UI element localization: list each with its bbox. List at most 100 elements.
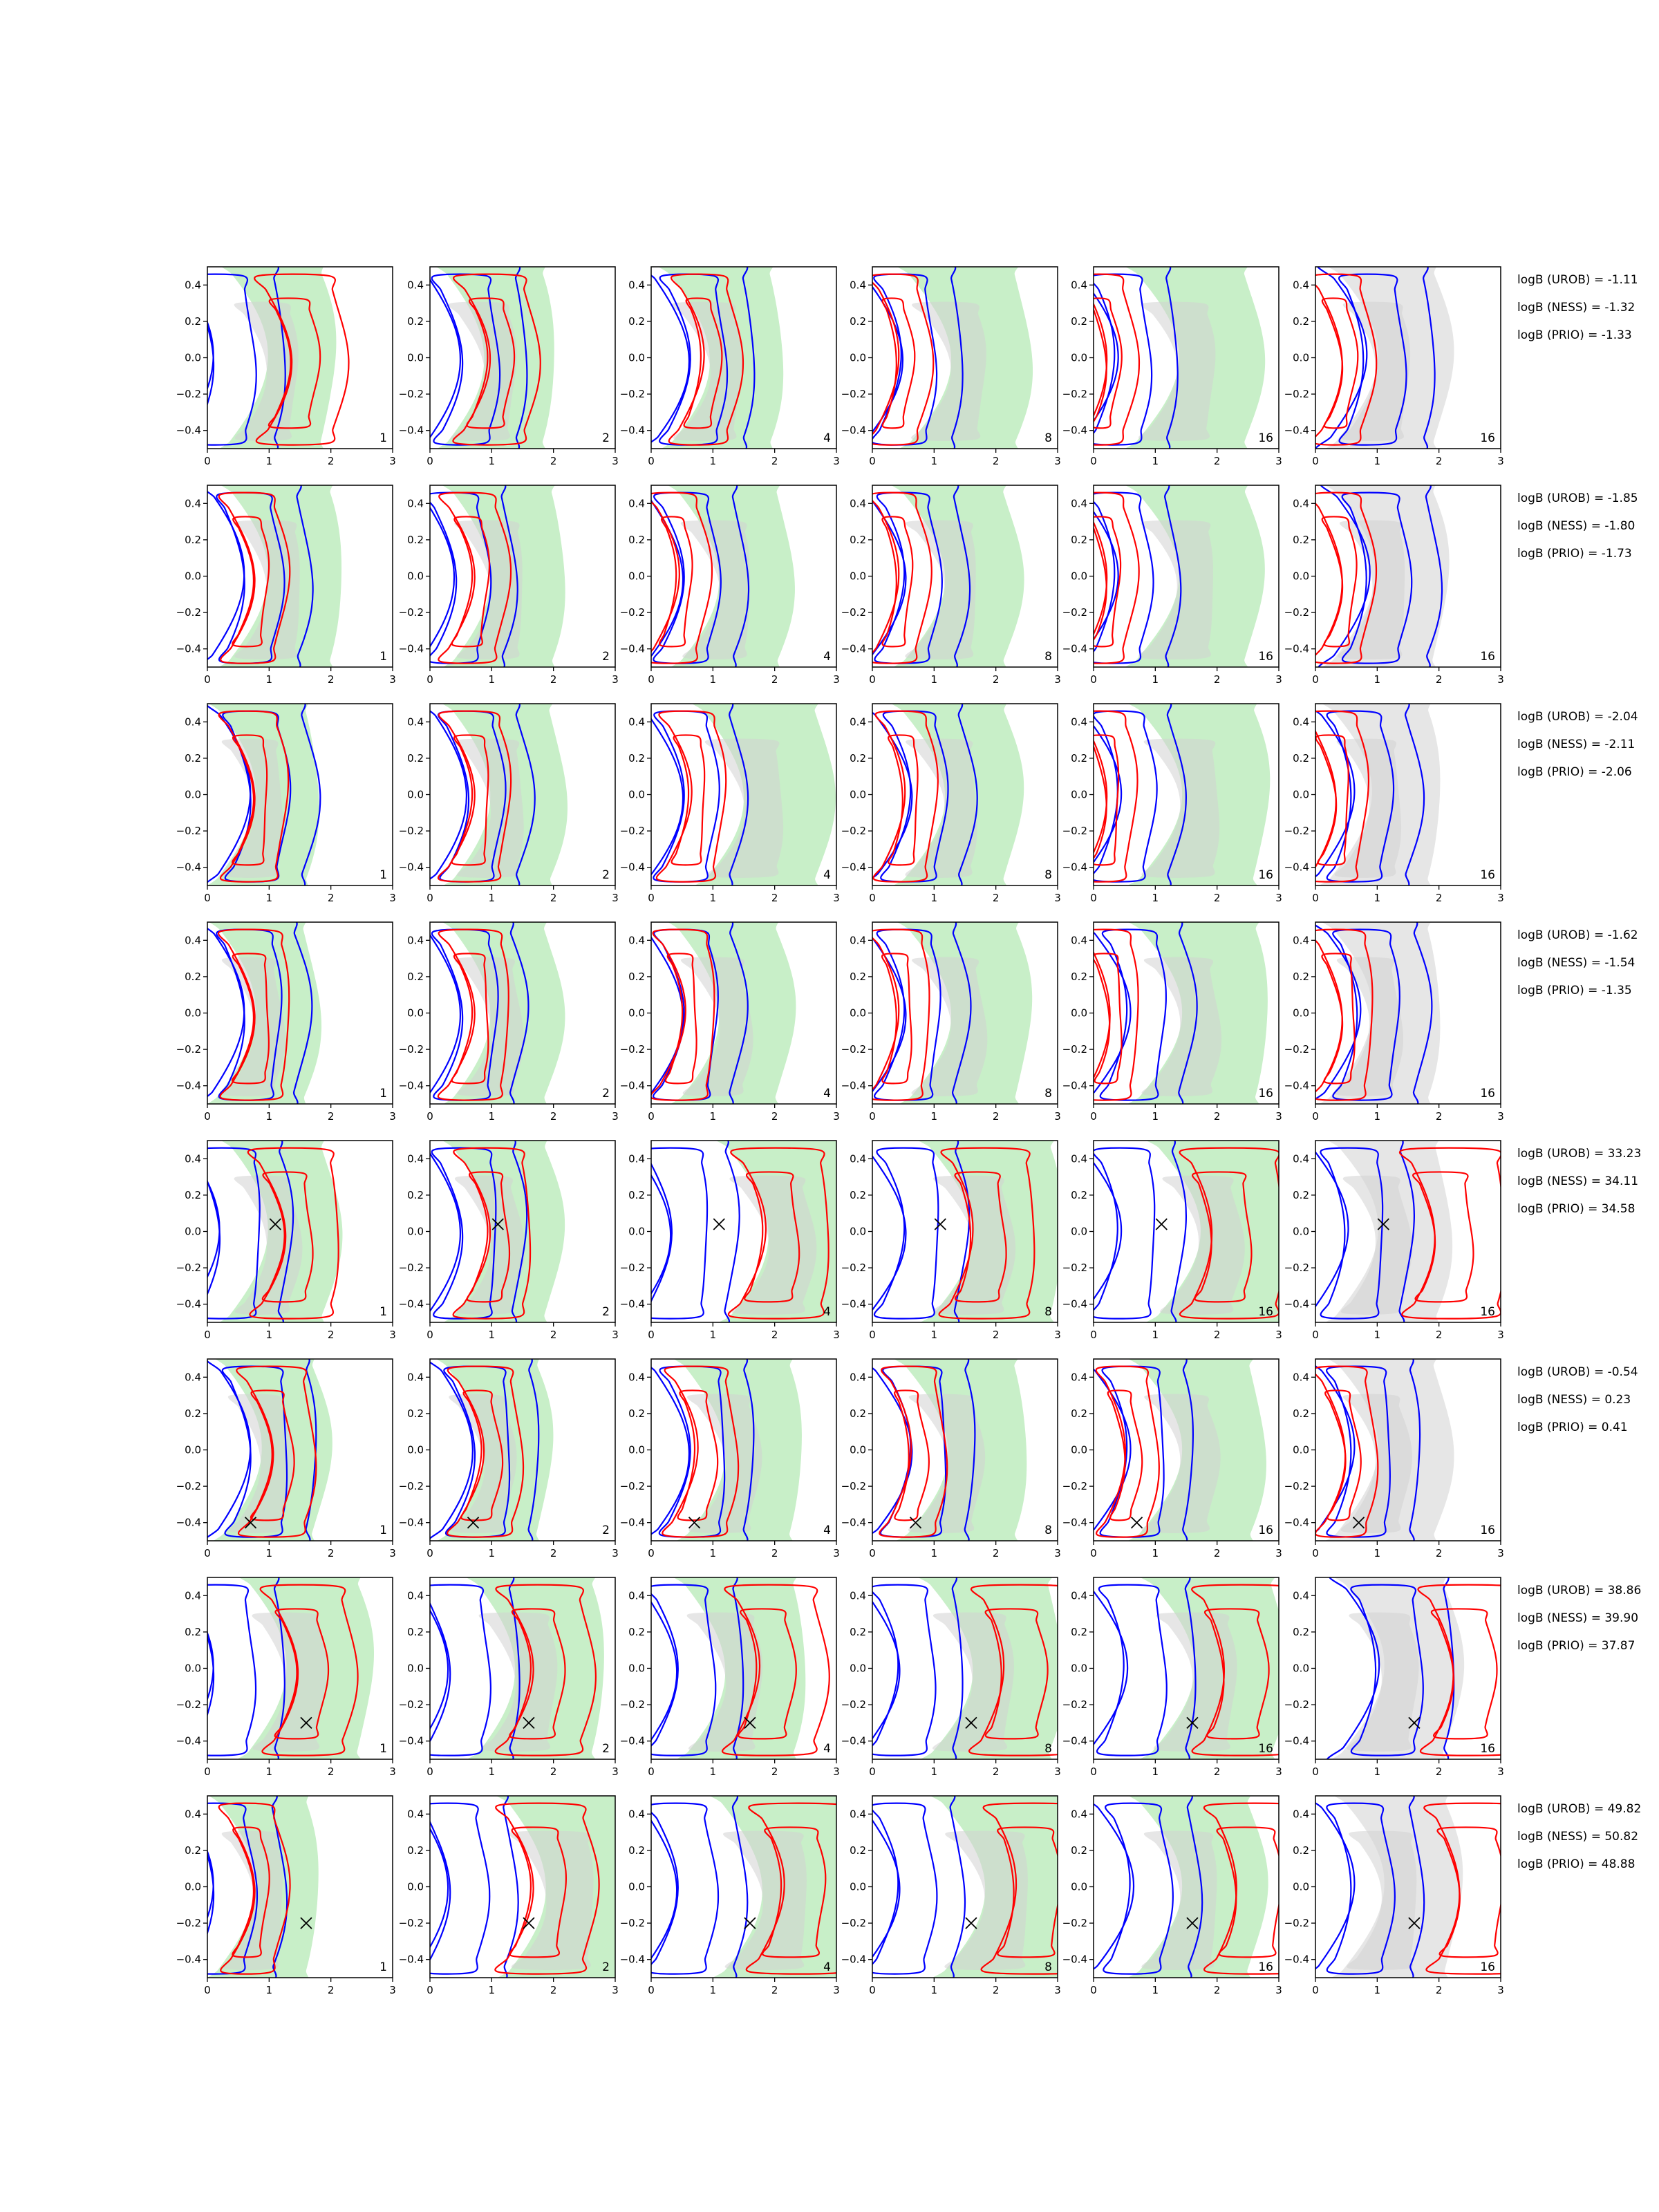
panel-label: 8 [1044, 1087, 1052, 1100]
logb-annotation: logB (UROB) = 49.82 [1517, 1802, 1641, 1816]
y-tick-label: 0.2 [185, 971, 201, 983]
panel-label: 2 [602, 431, 610, 445]
y-tick-label: 0.4 [407, 497, 424, 509]
x-tick-label: 2 [550, 1329, 557, 1341]
x-tick-label: 1 [931, 1110, 938, 1123]
x-tick-label: 3 [1275, 1110, 1282, 1123]
y-tick-label: 0.2 [407, 971, 424, 983]
y-tick-label: 0.4 [1293, 1808, 1309, 1820]
blue-contour-inner [221, 1365, 288, 1538]
panel-r3-c2: 0.40.20.0−0.2−0.40 1 2 32 [399, 703, 619, 904]
true-value-cross-marker [244, 1517, 257, 1529]
x-tick-label: 0 [427, 1110, 433, 1123]
panel-label: 16 [1258, 868, 1273, 882]
y-tick-label: 0.0 [407, 1007, 424, 1020]
y-tick-label: 0.0 [850, 1226, 866, 1238]
y-tick-label: −0.2 [620, 825, 645, 837]
y-tick-label: 0.4 [407, 1589, 424, 1602]
blue-contour-outer [1094, 704, 1187, 885]
red-contour-inner [1094, 734, 1120, 866]
x-tick-label: 0 [204, 1765, 211, 1778]
y-tick-label: 0.4 [1071, 1589, 1087, 1602]
red-contour-inner [677, 1389, 719, 1521]
x-tick-label: 2 [328, 1329, 335, 1341]
y-tick-label: −0.4 [841, 643, 866, 655]
panel-label: 1 [379, 1087, 387, 1100]
red-contour-outer [452, 273, 541, 446]
blue-contour-outer [207, 267, 286, 449]
y-tick-label: 0.0 [628, 1444, 645, 1456]
true-value-cross-marker [1352, 1517, 1365, 1529]
density-core [1138, 520, 1213, 659]
density-core [454, 738, 524, 878]
panel-label: 1 [379, 1305, 387, 1319]
y-tick-label: 0.2 [1293, 1626, 1309, 1638]
panel-r3-c5: 0.4 0.2 0.0 −0.2 −0.4 0 1 2 316 [1062, 703, 1282, 904]
y-tick-label: 0.2 [1293, 1407, 1309, 1420]
red-contour-outer [1315, 710, 1370, 883]
blue-contour-outer [1094, 267, 1179, 449]
x-tick-label: 1 [489, 673, 496, 686]
red-contour-outer [247, 1147, 339, 1320]
blue-contour-inner [872, 1584, 937, 1756]
y-tick-label: 0.0 [1293, 1007, 1309, 1020]
red-contour-inner [1107, 1389, 1143, 1521]
y-tick-label: −0.4 [841, 861, 866, 874]
y-tick-label: 0.0 [1293, 352, 1309, 364]
y-tick-label: −0.4 [176, 1080, 201, 1092]
y-tick-label: 0.2 [850, 1844, 866, 1857]
panel-r7-c1: 0.40.20.0−0.2−0.40 1 2 31 [176, 1577, 396, 1778]
y-tick-label: −0.2 [1284, 388, 1309, 400]
red-contour-inner [509, 1608, 566, 1740]
x-tick-label: 2 [1214, 1547, 1221, 1559]
x-tick-label: 2 [1214, 455, 1221, 467]
x-tick-label: 3 [1275, 1765, 1282, 1778]
blue-contour-inner [430, 1584, 491, 1756]
y-tick-label: 0.2 [1071, 971, 1087, 983]
x-tick-label: 0 [1312, 1110, 1319, 1123]
blue-contour-inner [1326, 1365, 1391, 1538]
y-tick-label: 0.4 [628, 1808, 645, 1820]
blue-contour-inner [1094, 1147, 1156, 1320]
panel-label: 16 [1480, 1742, 1495, 1756]
x-tick-label: 3 [1054, 455, 1061, 467]
x-tick-label: 1 [1374, 1765, 1381, 1778]
plot-row-4: 0.40.20.0−0.2−0.40 1 2 310.40.20.0−0.2−0.40… [176, 921, 1638, 1123]
x-tick-label: 1 [1152, 1547, 1159, 1559]
y-tick-label: 0.4 [628, 1371, 645, 1383]
x-tick-label: 2 [1214, 1110, 1221, 1123]
y-tick-label: −0.2 [1284, 1480, 1309, 1492]
y-tick-label: 0.2 [1293, 315, 1309, 328]
y-tick-label: −0.4 [841, 1517, 866, 1529]
y-tick-label: −0.4 [620, 1517, 645, 1529]
y-tick-label: −0.4 [1284, 643, 1309, 655]
y-tick-label: 0.2 [407, 1844, 424, 1857]
y-tick-label: 0.4 [628, 1152, 645, 1165]
true-value-cross-marker [523, 1917, 535, 1929]
y-tick-label: 0.2 [185, 1626, 201, 1638]
y-tick-label: 0.0 [628, 1226, 645, 1238]
x-tick-label: 3 [833, 1110, 840, 1123]
plot-row-6: 0.40.20.0−0.2−0.40 1 2 310.40.20.0−0.2−0.40… [176, 1358, 1638, 1559]
panel-r3-c3: 0.4 0.2 0.0 −0.2 −0.4 0 1 2 34 [620, 703, 840, 904]
red-contour-inner [451, 516, 491, 648]
y-tick-label: 0.2 [185, 752, 201, 765]
blue-contour-inner [651, 1584, 717, 1756]
red-contour-inner [466, 1171, 511, 1303]
red-contour-outer [1179, 1147, 1279, 1320]
panel-label: 4 [823, 1742, 831, 1756]
density-core [905, 520, 976, 659]
y-tick-label: 0.0 [850, 1881, 866, 1893]
y-tick-label: 0.2 [407, 1626, 424, 1638]
y-tick-label: 0.4 [1293, 1589, 1309, 1602]
blue-contour-outer [651, 922, 749, 1104]
x-tick-label: 2 [771, 1765, 778, 1778]
red-contour-inner [1094, 953, 1123, 1085]
y-tick-label: 0.0 [185, 570, 201, 583]
y-tick-label: −0.2 [620, 1043, 645, 1056]
x-tick-label: 3 [1497, 1547, 1504, 1559]
panel-r4-c2: 0.40.20.0−0.2−0.40 1 2 32 [399, 921, 619, 1123]
y-tick-label: 0.0 [1071, 1662, 1087, 1675]
y-tick-label: 0.2 [850, 315, 866, 328]
y-tick-label: 0.4 [628, 1589, 645, 1602]
